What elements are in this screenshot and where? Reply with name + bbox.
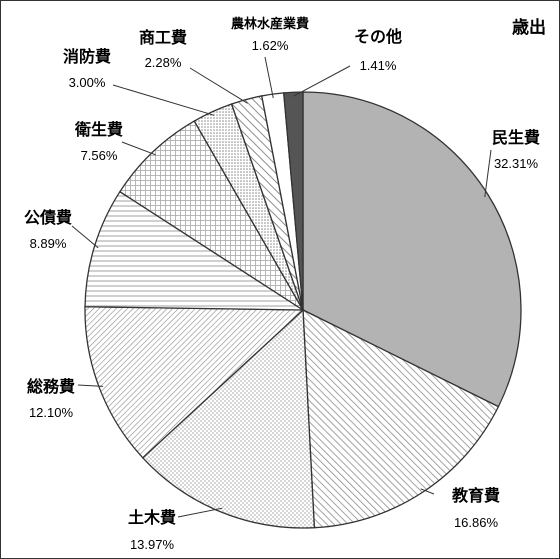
pie-slice-10 <box>283 91 304 311</box>
slice-percent-6: 7.56% <box>81 148 118 163</box>
leader-line-8 <box>189 67 248 104</box>
slice-percent-3: 13.97% <box>130 537 175 552</box>
slice-label-9: 農林水産業費 <box>231 16 309 32</box>
leader-line-5 <box>71 225 99 249</box>
slice-percent-9: 1.62% <box>252 38 289 53</box>
leader-line-10 <box>293 65 351 97</box>
slice-label-10: その他 <box>354 27 402 46</box>
leader-line-7 <box>112 84 215 116</box>
slice-percent-8: 2.28% <box>145 55 182 70</box>
pie-slice-1 <box>302 91 522 408</box>
slice-label-5: 公債費 <box>24 208 72 227</box>
slice-percent-7: 3.00% <box>69 75 106 90</box>
leader-line-2 <box>420 488 435 495</box>
slice-label-4: 総務費 <box>27 377 75 396</box>
slice-percent-4: 12.10% <box>29 405 74 420</box>
pie-slice-5 <box>84 190 306 311</box>
slice-percent-5: 8.89% <box>30 236 67 251</box>
slice-label-2: 教育費 <box>452 486 500 505</box>
slice-label-1: 民生費 <box>492 128 540 147</box>
slice-label-7: 消防費 <box>63 47 111 66</box>
leader-line-1 <box>484 149 492 198</box>
pie-slice-4 <box>84 306 305 459</box>
leader-line-4 <box>77 384 104 387</box>
slice-label-3: 土木費 <box>128 508 176 527</box>
slice-percent-2: 16.86% <box>454 515 499 530</box>
leader-line-3 <box>177 507 223 518</box>
chart-title: 歳出 <box>512 17 546 38</box>
pie-slice-6 <box>118 120 304 311</box>
slice-percent-1: 32.31% <box>494 156 539 171</box>
slice-percent-10: 1.41% <box>360 58 397 73</box>
slice-label-8: 商工費 <box>139 28 187 47</box>
pie-slice-2 <box>302 308 500 529</box>
slice-label-6: 衛生費 <box>74 120 123 139</box>
pie-slice-3 <box>141 308 316 529</box>
leader-line-6 <box>121 141 156 156</box>
leader-line-9 <box>264 56 274 99</box>
